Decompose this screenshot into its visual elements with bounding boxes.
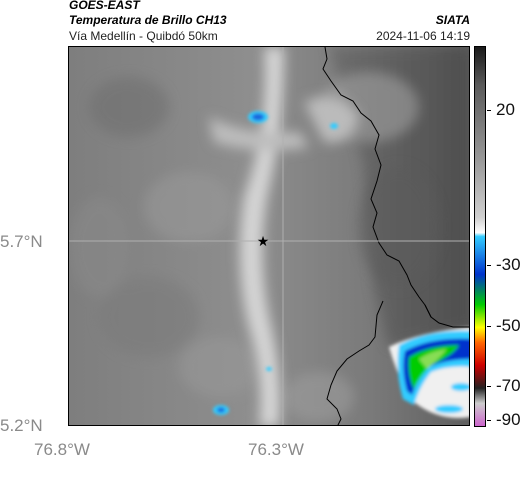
map-image: ★ — [69, 47, 469, 425]
lat-tick-5-7: 5.7°N — [0, 232, 43, 251]
colorbar-label-20: 20 — [496, 100, 515, 119]
lat-tick-5-2: 5.2°N — [0, 416, 43, 435]
lon-tick-76-3: 76.3°W — [248, 440, 304, 459]
colorbar-tick — [487, 110, 491, 111]
route-label: Vía Medellín - Quibdó 50km — [69, 29, 218, 43]
coastline — [322, 47, 469, 425]
colorbar-label-minus70: -70 — [496, 376, 521, 395]
product-title: Temperatura de Brillo CH13 — [69, 13, 227, 27]
satellite-map: ★ — [68, 46, 470, 426]
cold-cloud-tops — [213, 111, 469, 418]
datetime-label: 2024-11-06 14:19 — [376, 29, 470, 43]
colorbar-tick — [487, 265, 491, 266]
lon-tick-76-8: 76.8°W — [34, 440, 90, 459]
agency-label: SIATA — [435, 13, 470, 27]
colorbar-tick — [487, 420, 491, 421]
colorbar — [474, 46, 486, 427]
satellite-title: GOES-EAST — [69, 0, 140, 12]
colorbar-tick — [487, 326, 491, 327]
colorbar-tick — [487, 386, 491, 387]
colorbar-label-minus30: -30 — [496, 255, 521, 274]
cloud-band — [209, 47, 359, 425]
star-marker: ★ — [257, 234, 270, 250]
colorbar-label-minus50: -50 — [496, 316, 521, 335]
colorbar-label-minus90: -90 — [496, 410, 521, 429]
